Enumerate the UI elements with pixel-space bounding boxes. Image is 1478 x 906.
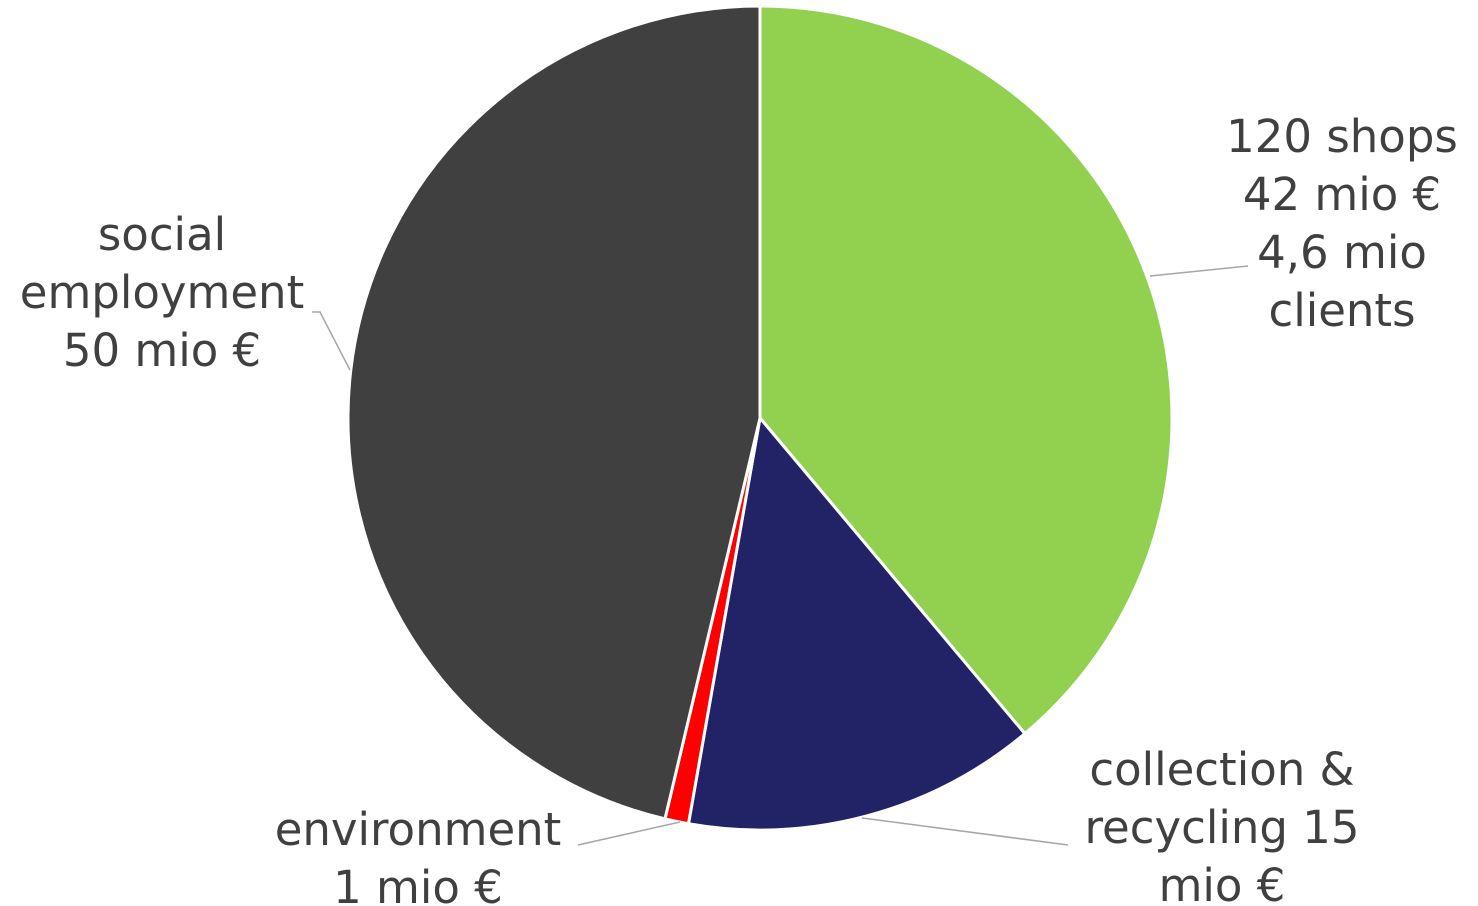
leader-line-shops	[1149, 265, 1249, 277]
leader-lines	[312, 265, 1249, 846]
data-label-line: 42 mio €	[1243, 168, 1441, 221]
pie-slice-shops	[758, 4, 1174, 736]
data-label-line: environment	[275, 803, 562, 856]
data-label-line: mio €	[1159, 859, 1286, 906]
pie-slice-social-employment	[346, 4, 762, 821]
leader-line-environment	[577, 821, 681, 846]
leader-line-social-employment	[312, 311, 351, 371]
data-label-line: recycling 15	[1085, 801, 1360, 854]
pie-slices	[346, 4, 1174, 832]
data-label-line: 1 mio €	[333, 861, 503, 906]
data-label-line: clients	[1268, 284, 1415, 337]
data-label-line: 120 shops	[1226, 110, 1458, 163]
data-label-shops: 120 shops 42 mio €4,6 mio clients	[1226, 110, 1458, 337]
leader-line-collection-recycling	[861, 817, 1069, 846]
data-label-environment: environment 1 mio €	[275, 803, 562, 906]
data-label-line: social	[98, 208, 226, 261]
data-label-collection-recycling: collection & recycling 15 mio €	[1085, 743, 1360, 906]
slice-labels: 120 shops 42 mio €4,6 mio clients collectio…	[20, 110, 1458, 906]
pie-slice-collection-recycling	[686, 414, 1027, 832]
data-label-line: 50 mio €	[63, 324, 261, 377]
data-label-line: collection &	[1089, 743, 1354, 796]
data-label-line: employment	[20, 266, 304, 319]
data-label-line: 4,6 mio	[1257, 226, 1427, 279]
data-label-social-employment: social employment 50 mio €	[20, 208, 304, 377]
